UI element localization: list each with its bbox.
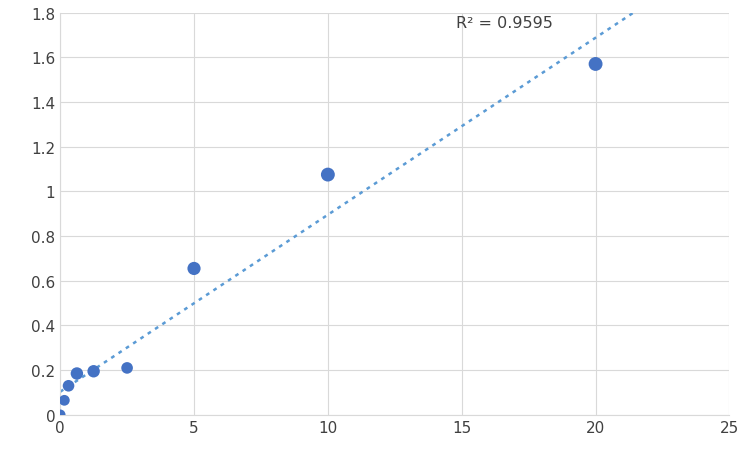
Point bbox=[121, 364, 133, 372]
Text: R² = 0.9595: R² = 0.9595 bbox=[456, 16, 553, 32]
Point bbox=[62, 382, 74, 390]
Point bbox=[590, 61, 602, 69]
Point bbox=[71, 370, 83, 377]
Point bbox=[188, 265, 200, 272]
Point bbox=[87, 368, 99, 375]
Point bbox=[322, 171, 334, 179]
Point bbox=[59, 397, 71, 404]
Point bbox=[54, 411, 66, 419]
